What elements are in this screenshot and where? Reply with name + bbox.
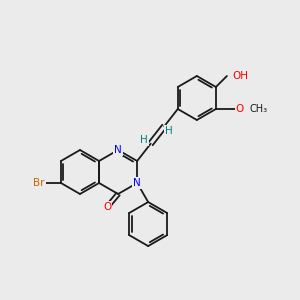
Text: O: O [103,202,111,212]
Text: Br: Br [33,178,45,188]
Text: H: H [140,135,148,145]
Text: H: H [165,126,173,136]
Text: OH: OH [232,71,248,81]
Text: N: N [114,145,122,155]
Text: CH₃: CH₃ [250,104,268,114]
Text: N: N [133,178,141,188]
Text: O: O [236,104,244,114]
